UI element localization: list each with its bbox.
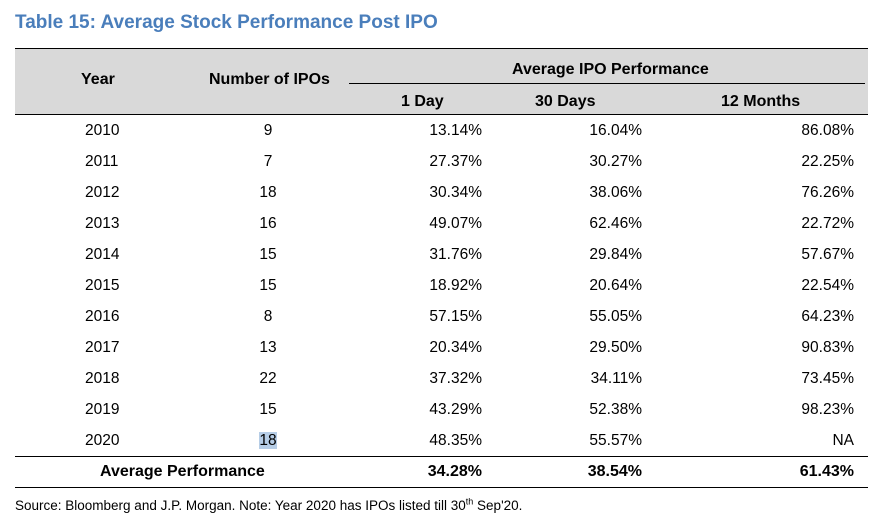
header-number-of-ipos: Number of IPOs	[209, 71, 330, 88]
cell-30-days: 34.11%	[590, 370, 642, 387]
cell-30-days: 52.38%	[589, 401, 642, 418]
cell-year: 2012	[85, 184, 120, 201]
table-header: Year Number of IPOs Average IPO Performa…	[15, 48, 868, 115]
header-1-day: 1 Day	[401, 93, 444, 110]
cell-year: 2015	[85, 277, 120, 294]
header-12-months: 12 Months	[721, 93, 801, 110]
table-row: 2018 22 37.32% 34.11% 73.45%	[15, 363, 868, 394]
table-row: 2015 15 18.92% 20.64% 22.54%	[15, 270, 868, 301]
cell-1-day: 30.34%	[429, 184, 482, 201]
table-row: 2010 9 13.14% 16.04% 86.08%	[15, 115, 868, 146]
cell-12-months: 22.25%	[801, 153, 854, 170]
cell-30-days: 16.04%	[589, 122, 642, 139]
cell-1-day: 43.29%	[429, 401, 482, 418]
cell-year: 2016	[85, 308, 120, 325]
cell-1-day: 18.92%	[429, 277, 482, 294]
table-row: 2013 16 49.07% 62.46% 22.72%	[15, 208, 868, 239]
cell-30-days: 38.06%	[589, 184, 642, 201]
cell-number-of-ipos: 15	[259, 401, 277, 418]
cell-1-day: 37.32%	[429, 370, 482, 387]
cell-30-days: 20.64%	[589, 277, 642, 294]
average-12-months: 61.43%	[799, 463, 854, 480]
cell-number-of-ipos: 8	[263, 308, 273, 325]
table-row: 2012 18 30.34% 38.06% 76.26%	[15, 177, 868, 208]
table-row: 2016 8 57.15% 55.05% 64.23%	[15, 301, 868, 332]
cell-1-day: 27.37%	[429, 153, 482, 170]
header-30-days: 30 Days	[535, 93, 596, 110]
table-row: 2011 7 27.37% 30.27% 22.25%	[15, 146, 868, 177]
cell-year: 2013	[85, 215, 120, 232]
average-performance-row: Average Performance 34.28% 38.54% 61.43%	[15, 456, 868, 488]
cell-12-months: 76.26%	[801, 184, 854, 201]
cell-1-day: 13.14%	[429, 122, 482, 139]
table-body: 2010 9 13.14% 16.04% 86.08% 2011 7 27.37% 30.27%…	[15, 115, 868, 456]
selected-text: 18	[259, 432, 277, 449]
cell-year: 2014	[85, 246, 120, 263]
cell-12-months: 57.67%	[801, 246, 854, 263]
table-row: 2020 18 48.35% 55.57% NA	[15, 425, 868, 456]
average-1-day: 34.28%	[427, 463, 482, 480]
cell-30-days: 29.50%	[589, 339, 642, 356]
cell-number-of-ipos: 18	[259, 184, 277, 201]
cell-number-of-ipos: 22	[259, 370, 277, 387]
cell-year: 2010	[85, 122, 120, 139]
table-row: 2019 15 43.29% 52.38% 98.23%	[15, 394, 868, 425]
cell-30-days: 29.84%	[589, 246, 642, 263]
cell-1-day: 49.07%	[429, 215, 482, 232]
cell-30-days: 30.27%	[589, 153, 642, 170]
cell-number-of-ipos: 18	[243, 432, 293, 450]
cell-30-days: 62.46%	[589, 215, 642, 232]
cell-number-of-ipos: 16	[259, 215, 277, 232]
source-text: Source: Bloomberg and J.P. Morgan. Note:…	[15, 498, 466, 513]
cell-year: 2017	[85, 339, 120, 356]
cell-30-days: 55.57%	[589, 432, 642, 449]
header-divider	[349, 83, 865, 84]
header-year: Year	[81, 71, 115, 88]
cell-12-months: 64.23%	[801, 308, 854, 325]
average-30-days: 38.54%	[587, 463, 642, 480]
cell-12-months: 86.08%	[801, 122, 854, 139]
cell-12-months: 22.72%	[801, 215, 854, 232]
cell-12-months: 98.23%	[801, 401, 854, 418]
source-note: Source: Bloomberg and J.P. Morgan. Note:…	[15, 496, 523, 513]
cell-1-day: 57.15%	[429, 308, 482, 325]
cell-12-months: 73.45%	[801, 370, 854, 387]
cell-year: 2019	[85, 401, 120, 418]
cell-year: 2020	[85, 432, 120, 449]
cell-1-day: 48.35%	[429, 432, 482, 449]
cell-number-of-ipos: 15	[259, 277, 277, 294]
cell-12-months: 90.83%	[801, 339, 854, 356]
cell-12-months: NA	[832, 432, 854, 449]
cell-number-of-ipos: 13	[259, 339, 277, 356]
cell-1-day: 20.34%	[429, 339, 482, 356]
cell-1-day: 31.76%	[429, 246, 482, 263]
cell-30-days: 55.05%	[589, 308, 642, 325]
cell-12-months: 22.54%	[801, 277, 854, 294]
cell-number-of-ipos: 15	[259, 246, 277, 263]
source-text-end: Sep'20.	[473, 498, 523, 513]
ipo-performance-table: Year Number of IPOs Average IPO Performa…	[15, 48, 868, 488]
average-label: Average Performance	[100, 463, 265, 480]
cell-number-of-ipos: 9	[263, 122, 273, 139]
header-average-ipo-performance: Average IPO Performance	[512, 61, 709, 78]
source-superscript: th	[465, 496, 474, 507]
cell-year: 2018	[85, 370, 120, 387]
table-row: 2014 15 31.76% 29.84% 57.67%	[15, 239, 868, 270]
table-row: 2017 13 20.34% 29.50% 90.83%	[15, 332, 868, 363]
table-title: Table 15: Average Stock Performance Post…	[15, 12, 438, 33]
cell-year: 2011	[85, 153, 119, 170]
cell-number-of-ipos: 7	[263, 153, 273, 170]
